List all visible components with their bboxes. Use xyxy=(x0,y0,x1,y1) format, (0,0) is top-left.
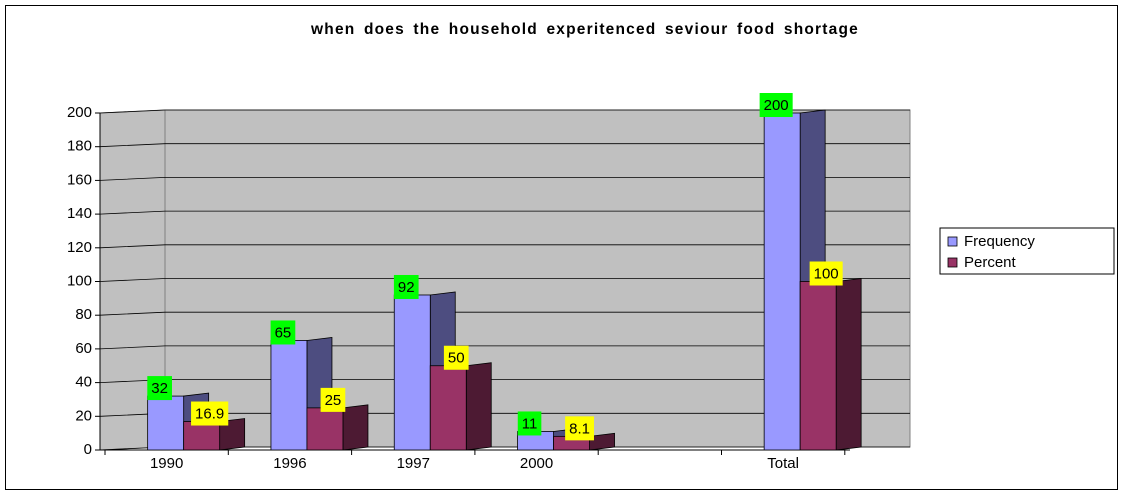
data-label-bg xyxy=(147,376,172,401)
legend-label: Percent xyxy=(964,254,1017,271)
x-tick-label: 2000 xyxy=(520,455,553,472)
data-label: 25 xyxy=(325,392,342,409)
data-label: 16.9 xyxy=(195,405,224,422)
data-label-bg xyxy=(517,411,542,436)
data-label: 32 xyxy=(151,380,168,397)
data-label: 65 xyxy=(275,324,292,341)
bar-side xyxy=(342,404,369,451)
y-tick-label: 160 xyxy=(67,171,92,188)
x-tick-label: Total xyxy=(767,455,799,472)
data-label-bg xyxy=(565,416,594,441)
legend-label: Frequency xyxy=(964,233,1035,250)
data-label-bg xyxy=(759,93,793,117)
y-tick-label: 40 xyxy=(75,374,92,391)
y-tick-label: 0 xyxy=(84,441,92,458)
data-label-bg xyxy=(270,320,296,345)
data-label: 100 xyxy=(814,265,839,282)
bar-side xyxy=(835,278,862,451)
bar xyxy=(393,294,431,451)
grid-line xyxy=(99,244,910,249)
legend-box xyxy=(939,227,1115,275)
x-tick-label: 1990 xyxy=(150,455,183,472)
chart-title: when does the household experitenced sev… xyxy=(311,21,859,38)
grid-line xyxy=(99,143,910,148)
y-tick-label: 120 xyxy=(67,239,92,256)
bar xyxy=(270,340,308,451)
y-tick-label: 140 xyxy=(67,205,92,222)
grid-line xyxy=(99,109,910,114)
bar xyxy=(799,281,837,451)
data-label: 8.1 xyxy=(569,420,590,437)
y-tick-label: 100 xyxy=(67,272,92,289)
x-tick-label: 1996 xyxy=(273,455,306,472)
y-tick-label: 80 xyxy=(75,306,92,323)
bar xyxy=(763,112,801,451)
y-tick-label: 180 xyxy=(67,138,92,155)
bar xyxy=(147,395,185,451)
data-label: 50 xyxy=(448,350,465,367)
legend-swatch xyxy=(947,236,958,247)
data-label: 200 xyxy=(764,97,789,114)
y-tick-label: 20 xyxy=(75,407,92,424)
grid-line xyxy=(99,176,910,181)
legend-swatch xyxy=(947,257,958,268)
data-label: 92 xyxy=(398,279,415,296)
data-label-bg xyxy=(443,345,469,370)
grid-line xyxy=(99,311,910,316)
grid-line xyxy=(99,345,910,350)
data-label: 11 xyxy=(522,415,538,432)
bar xyxy=(306,407,344,451)
data-label-bg xyxy=(191,401,229,426)
grid-line xyxy=(99,210,910,215)
bar-side xyxy=(465,362,492,451)
grid-line xyxy=(99,278,910,282)
y-tick-label: 60 xyxy=(75,340,92,357)
bar xyxy=(429,365,467,451)
bar xyxy=(183,421,221,451)
x-tick-label: 1997 xyxy=(397,455,430,472)
y-tick-label: 200 xyxy=(67,104,92,121)
data-label-bg xyxy=(320,387,346,412)
data-label-bg xyxy=(393,274,419,299)
data-label-bg xyxy=(809,261,843,286)
